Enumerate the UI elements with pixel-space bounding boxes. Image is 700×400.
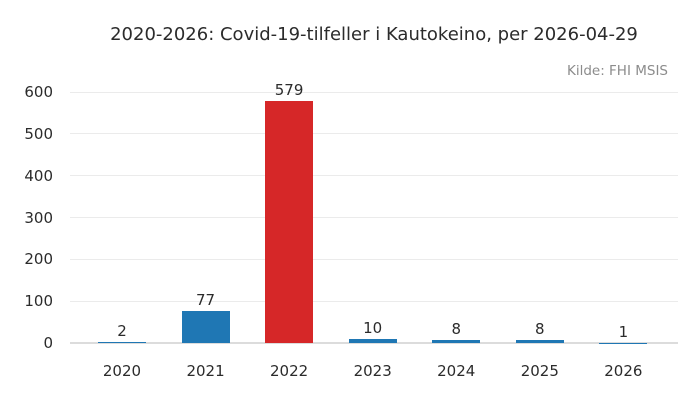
bar-value-label: 8 [451,319,461,338]
bar-value-label: 1 [618,322,629,341]
bar-2023 [348,338,397,343]
x-tick-label-2023: 2023 [353,362,392,380]
gridline [70,258,678,260]
x-tick-label-2024: 2024 [437,362,476,380]
gridline [70,133,678,135]
bar-2025 [515,339,564,343]
bar-value-label: 2 [117,322,127,341]
y-tick-label: 100 [24,292,53,311]
y-tick-label: 300 [24,208,53,227]
bar-2020 [97,342,146,343]
x-tick-label-2022: 2022 [270,362,309,380]
bar-value-label: 10 [363,318,383,337]
x-tick-label-2025: 2025 [520,362,559,380]
bar-2022 [265,100,314,343]
x-tick-label-2021: 2021 [186,362,225,380]
gridline [70,300,678,302]
y-tick-label: 400 [24,166,53,185]
chart-title: 2020-2026: Covid-19-tilfeller i Kautokei… [110,24,638,45]
x-tick-label-2020: 2020 [102,362,142,380]
chart-source-label: Kilde: FHI MSIS [566,63,668,79]
gridline [70,91,678,93]
y-tick-label: 600 [24,83,53,101]
gridline [70,217,678,218]
bar-value-label: 579 [274,80,304,99]
y-tick-label: 0 [43,334,53,352]
gridline [70,175,678,177]
bar-2021 [181,310,230,343]
bar-value-label: 77 [195,290,216,309]
plot-area: 2 77 579 10 8 8 1 [70,82,678,344]
bar-value-label: 8 [535,319,545,338]
bar-2024 [432,339,481,343]
x-tick-label-2026: 2026 [604,362,643,380]
y-tick-label: 500 [24,124,53,143]
y-tick-label: 200 [24,250,53,269]
